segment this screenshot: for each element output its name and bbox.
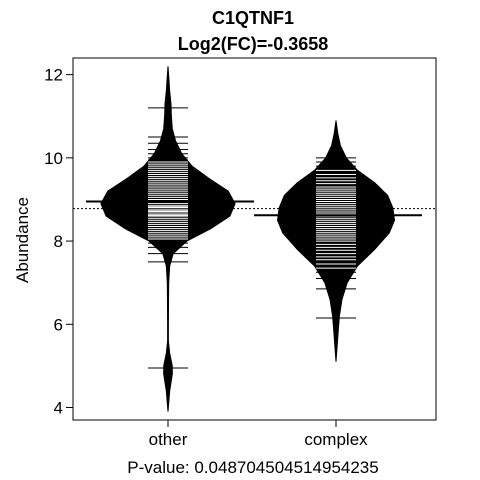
y-tick-label: 6 [54,315,63,334]
y-tick-label: 8 [54,232,63,251]
chart-title: C1QTNF1 [212,8,294,28]
y-tick-label: 12 [44,66,63,85]
chart-subtitle: Log2(FC)=-0.3658 [178,34,329,54]
x-axis-label: P-value: 0.048704504514954235 [127,458,378,477]
plot-frame [72,57,437,421]
x-tick-label: complex [304,430,368,449]
x-tick-label: other [149,430,188,449]
y-axis-label: Abundance [13,197,32,283]
y-tick-label: 10 [44,149,63,168]
y-tick-label: 4 [54,399,63,418]
